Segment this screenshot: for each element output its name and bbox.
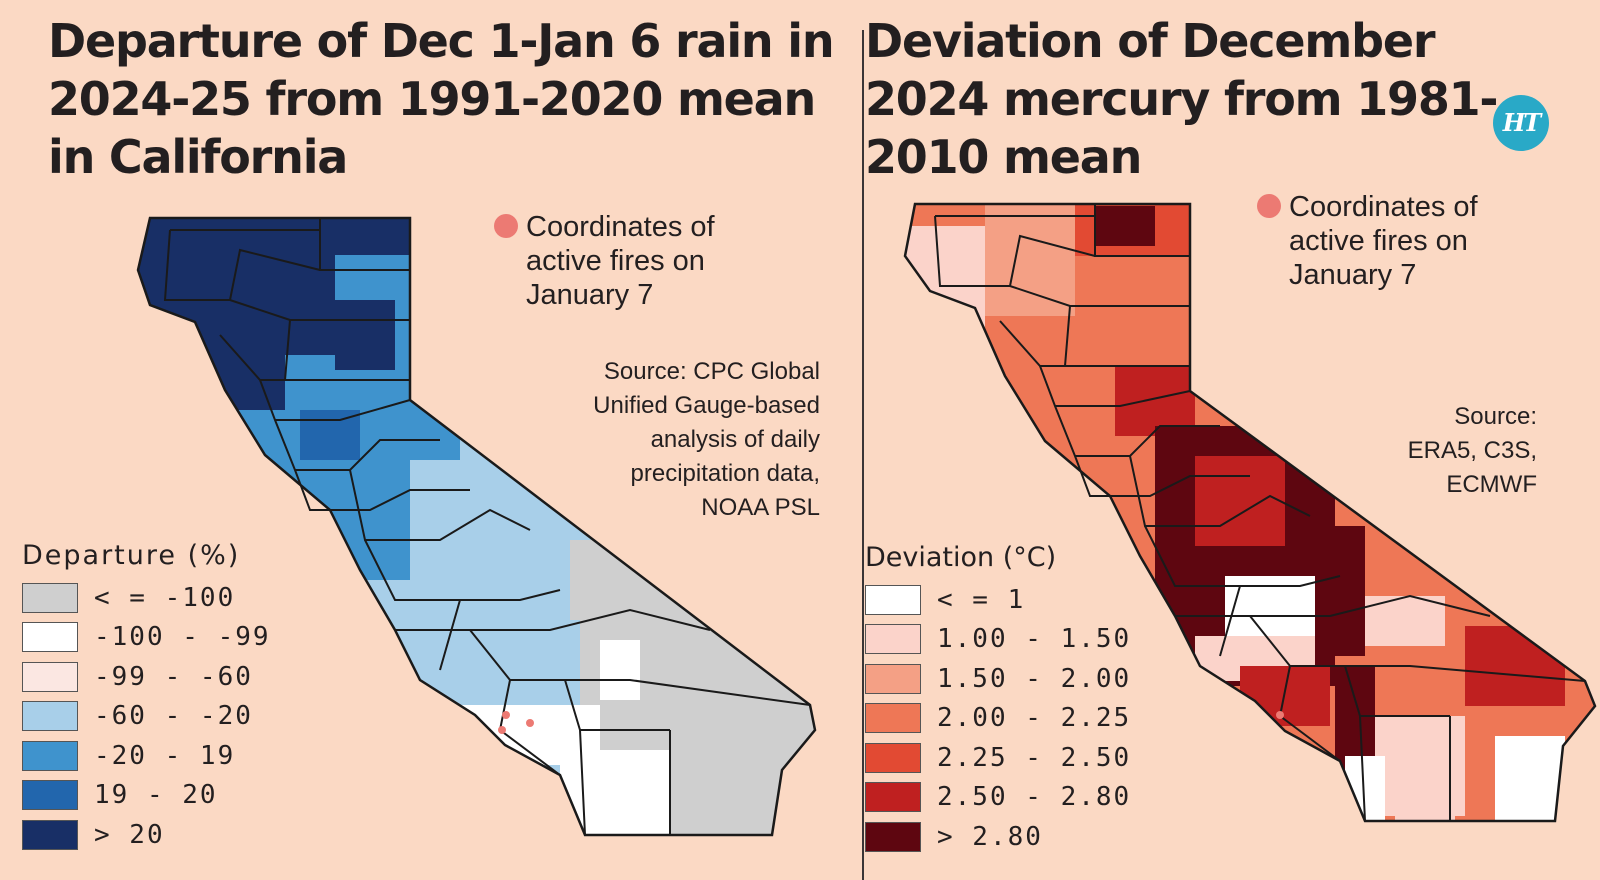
temp-fire-markers [1276, 711, 1284, 719]
legend-swatch [22, 701, 78, 732]
legend-swatch [865, 584, 921, 615]
legend-label: 2.50 - 2.80 [937, 782, 1132, 813]
legend-swatch [865, 663, 921, 694]
fire-marker-icon [494, 214, 518, 238]
temp-legend: Deviation (°C) < = 1 1.00 - 1.50 1.50 - … [865, 540, 1131, 857]
temp-legend-row: 2.25 - 2.50 [865, 738, 1131, 778]
temp-legend-row: 1.50 - 2.00 [865, 659, 1131, 699]
rain-map-title: Departure of Dec 1-Jan 6 rain in 2024-25… [48, 14, 835, 184]
rain-source-note: Source: CPC Global Unified Gauge-based a… [560, 355, 820, 525]
temp-source-line: ECMWF [1446, 471, 1537, 498]
rain-departure-map [136, 216, 817, 837]
rain-legend-row: -100 - -99 [22, 618, 271, 658]
fire-marker-icon [1257, 194, 1281, 218]
temp-source-line: Source: [1454, 403, 1537, 430]
temp-legend-row: 1.00 - 1.50 [865, 620, 1131, 660]
rain-legend-row: -99 - -60 [22, 657, 271, 697]
rain-county-lines [136, 216, 817, 837]
legend-label: > 2.80 [937, 821, 1043, 852]
temp-legend-row: > 2.80 [865, 817, 1131, 857]
legend-label: 2.00 - 2.25 [937, 703, 1132, 734]
rain-legend-row: < = -100 [22, 578, 271, 618]
rain-source-line: Source: CPC Global [603, 358, 820, 385]
legend-label: -100 - -99 [94, 622, 271, 653]
legend-label: 19 - 20 [94, 780, 218, 811]
temp-county-lines [903, 202, 1597, 823]
legend-swatch [865, 624, 921, 655]
panel-divider [862, 30, 864, 880]
rain-legend: Departure (%) < = -100 -100 - -99 -99 - … [22, 538, 271, 855]
rain-departure-panel: Departure of Dec 1-Jan 6 rain in 2024-25… [22, 14, 835, 855]
rain-fires-note: Coordinates of active fires on January 7 [494, 210, 756, 312]
rain-legend-row: 19 - 20 [22, 776, 271, 816]
rain-fires-note-text: Coordinates of active fires on January 7 [526, 211, 715, 311]
temp-fires-note: Coordinates of active fires on January 7 [1257, 190, 1519, 292]
rain-legend-row: -20 - 19 [22, 736, 271, 776]
rain-source-line: precipitation data, [630, 460, 820, 487]
legend-swatch [22, 740, 78, 771]
legend-swatch [865, 782, 921, 813]
rain-source-line: Unified Gauge-based [593, 392, 820, 419]
rain-source-line: analysis of daily [650, 426, 820, 453]
temp-map-title: Deviation of December 2024 mercury from … [865, 14, 1499, 184]
temp-source-note: Source: ERA5, C3S, ECMWF [1385, 400, 1537, 502]
legend-label: 1.50 - 2.00 [937, 663, 1132, 694]
legend-swatch [22, 622, 78, 653]
legend-swatch [22, 582, 78, 613]
rain-legend-title: Departure (%) [22, 540, 241, 571]
legend-label: < = -100 [94, 582, 236, 613]
legend-label: 1.00 - 1.50 [937, 624, 1132, 655]
temp-source-line: ERA5, C3S, [1407, 437, 1537, 464]
legend-label: > 20 [94, 819, 165, 850]
legend-label: -60 - -20 [94, 701, 253, 732]
legend-swatch [865, 742, 921, 773]
legend-swatch [22, 819, 78, 850]
legend-swatch [865, 821, 921, 852]
legend-label: < = 1 [937, 584, 1026, 615]
legend-label: -99 - -60 [94, 661, 253, 692]
legend-swatch [22, 661, 78, 692]
legend-swatch [22, 780, 78, 811]
legend-label: -20 - 19 [94, 740, 236, 771]
ht-logo: HT [1493, 95, 1549, 151]
rain-legend-row: -60 - -20 [22, 697, 271, 737]
temp-fires-note-text: Coordinates of active fires on January 7 [1289, 191, 1478, 291]
temp-legend-row: < = 1 [865, 580, 1131, 620]
rain-fire-markers [498, 711, 534, 734]
temperature-deviation-panel: Deviation of December 2024 mercury from … [865, 0, 1600, 880]
rain-source-line: NOAA PSL [701, 494, 820, 521]
temp-legend-row: 2.00 - 2.25 [865, 699, 1131, 739]
legend-label: 2.25 - 2.50 [937, 742, 1132, 773]
legend-swatch [865, 703, 921, 734]
temperature-deviation-map [903, 202, 1597, 823]
temp-legend-row: 2.50 - 2.80 [865, 778, 1131, 818]
rain-legend-row: > 20 [22, 815, 271, 855]
temp-legend-title: Deviation (°C) [865, 542, 1057, 573]
